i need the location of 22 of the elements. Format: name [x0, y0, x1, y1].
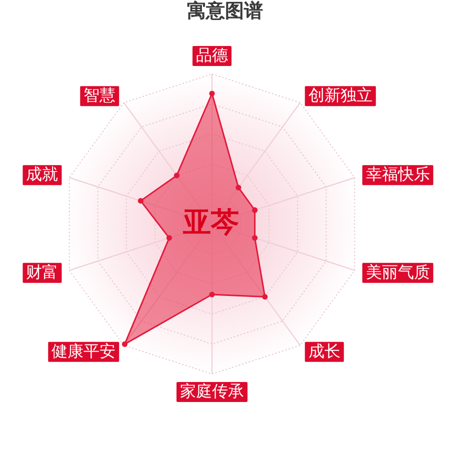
axis-label: 美丽气质 — [362, 262, 434, 283]
spoke-label: 财富 — [26, 263, 58, 282]
axis-label: 健康平安 — [48, 342, 120, 362]
axis-label: 幸福快乐 — [362, 165, 434, 186]
axis-label: 智慧 — [80, 86, 120, 106]
spoke-label: 创新独立 — [308, 86, 372, 105]
axis-label: 财富 — [22, 262, 62, 283]
spoke-label: 智慧 — [84, 86, 116, 105]
spoke-label: 品德 — [196, 48, 228, 64]
chart-title: 寓意图谱 — [187, 0, 263, 22]
axis-label: 品德 — [192, 46, 232, 66]
spoke-label: 幸福快乐 — [366, 166, 430, 184]
axis-label: 创新独立 — [304, 86, 376, 106]
spoke-label: 家庭传承 — [180, 382, 244, 400]
spoke-label: 美丽气质 — [366, 263, 430, 282]
axis-label: 成就 — [22, 165, 62, 186]
spoke-label: 健康平安 — [52, 342, 116, 360]
axis-label: 成长 — [304, 342, 344, 362]
spoke-label: 成就 — [26, 166, 58, 184]
axis-label: 家庭传承 — [176, 382, 248, 402]
text: 亚芩 — [182, 206, 239, 238]
spoke-label: 成长 — [308, 342, 340, 360]
